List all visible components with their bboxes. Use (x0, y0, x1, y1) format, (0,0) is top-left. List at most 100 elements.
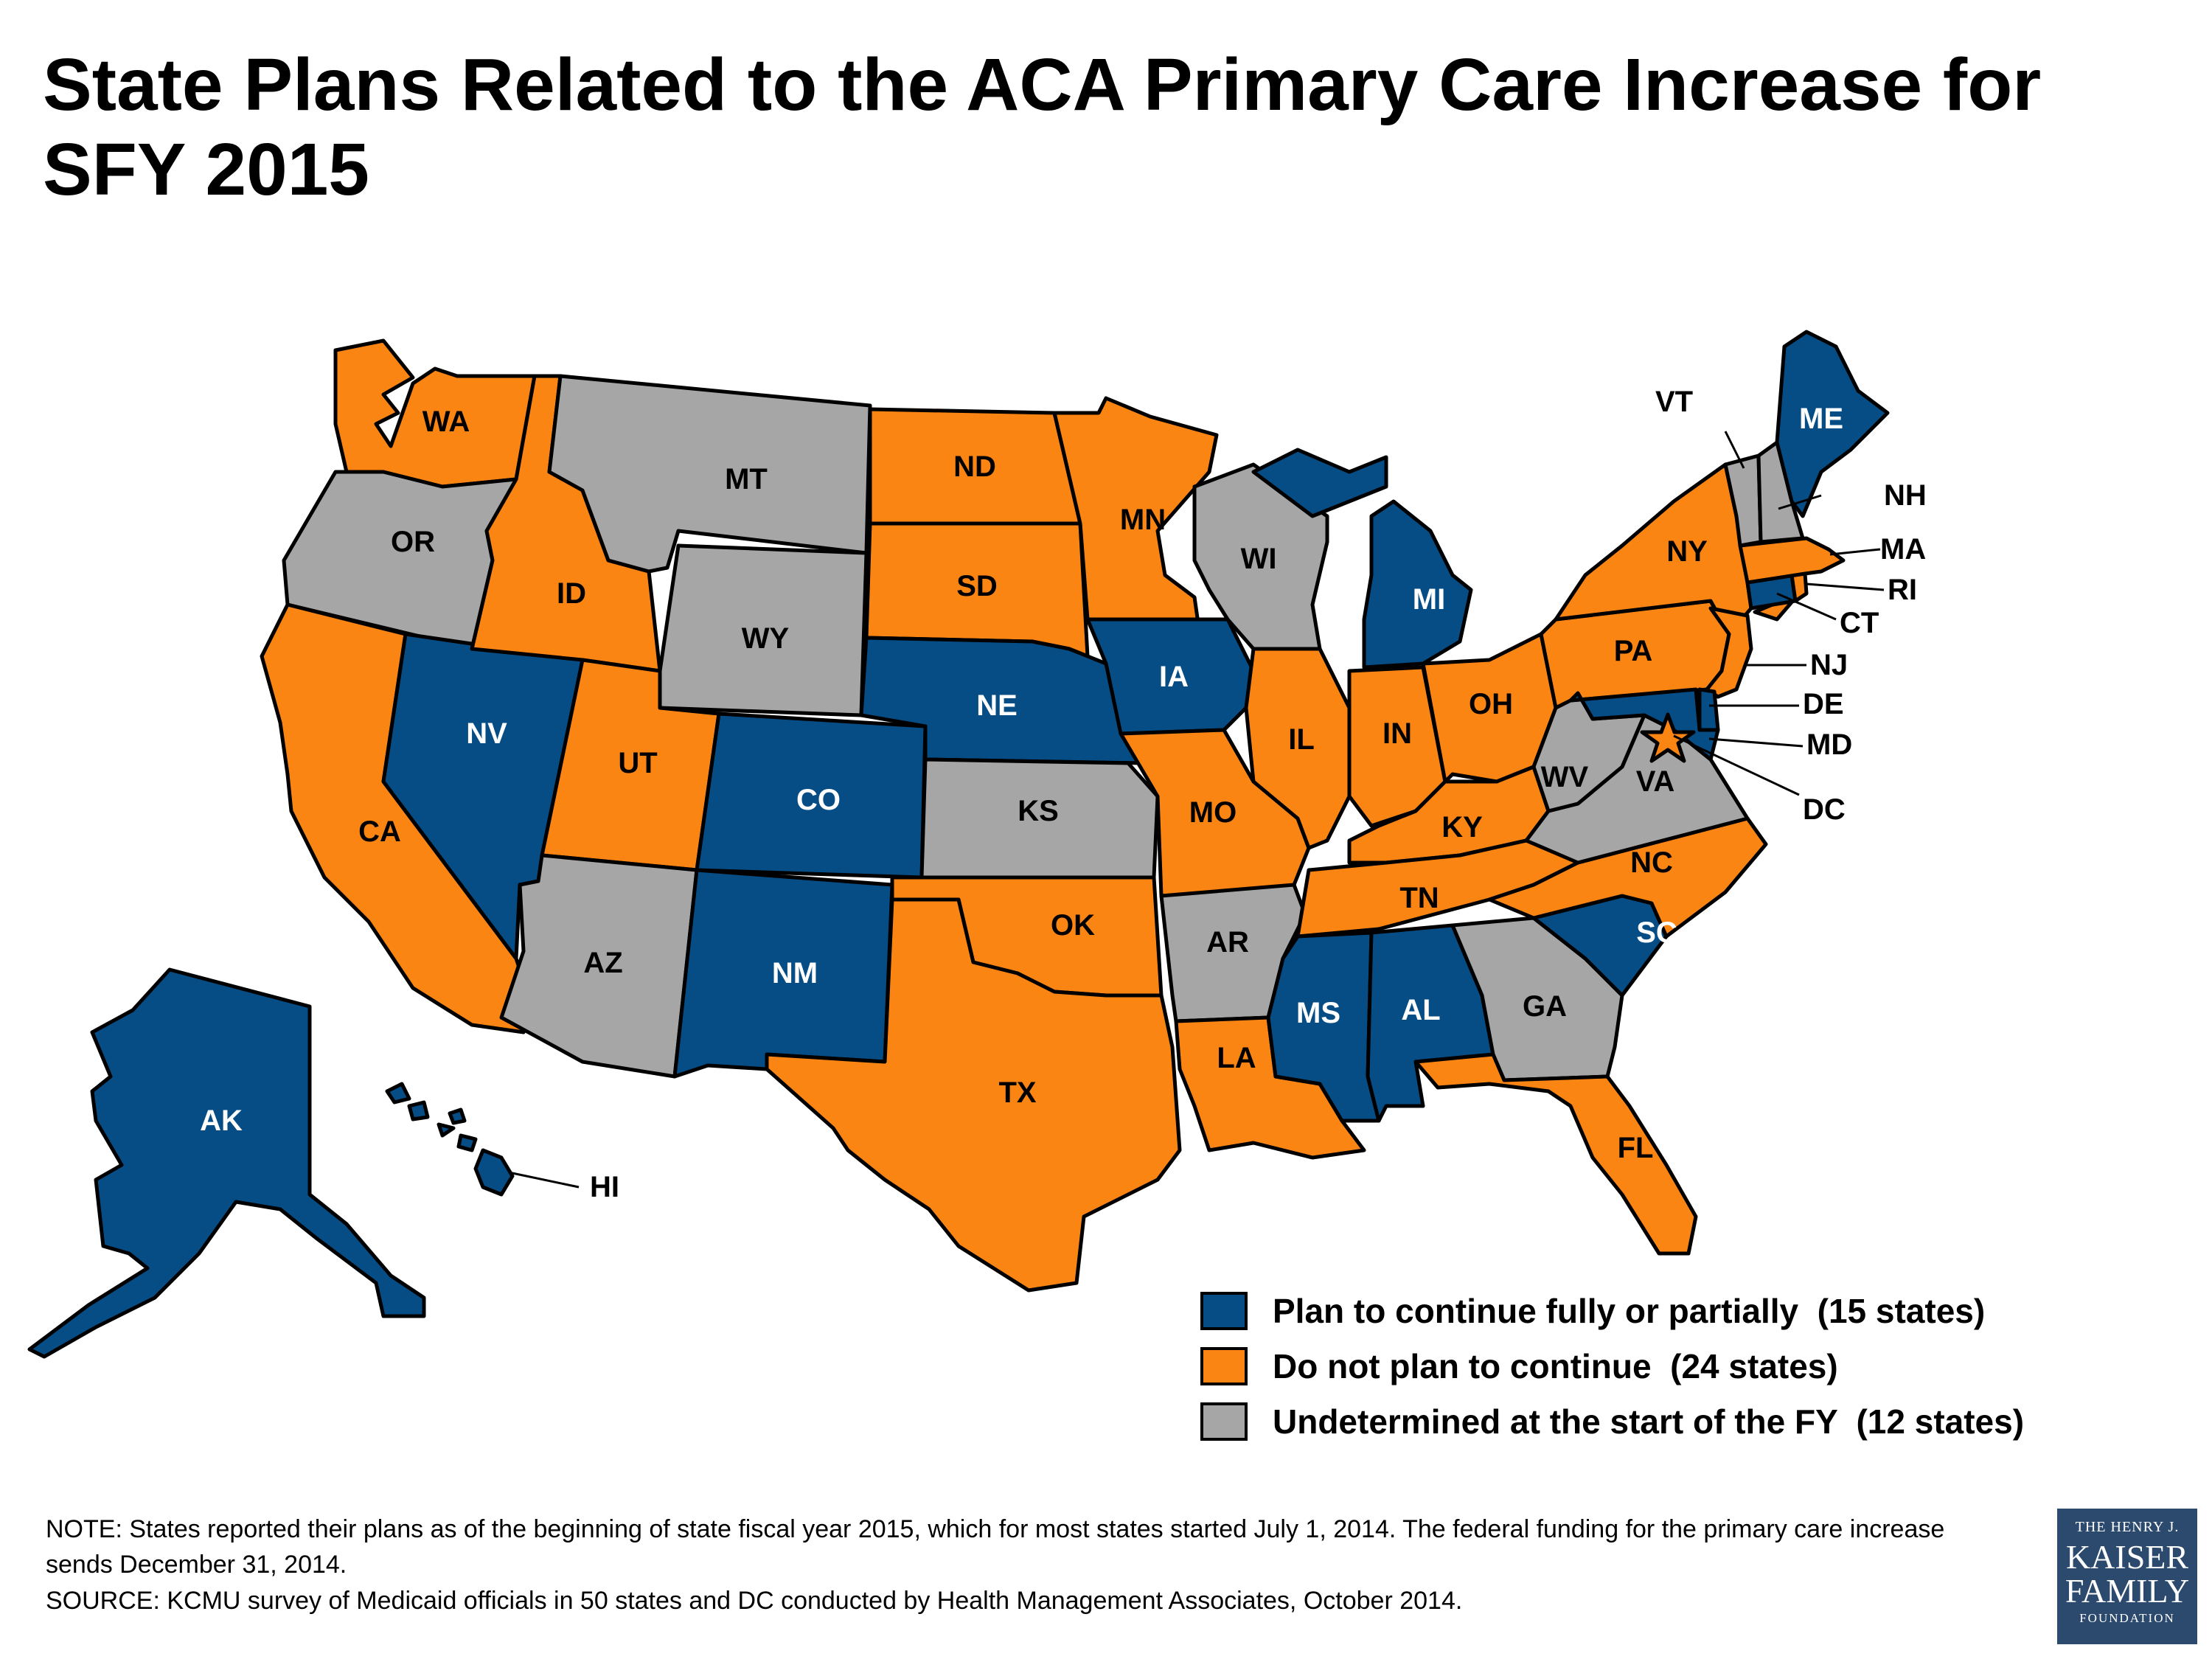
state-label-mo: MO (1189, 796, 1237, 829)
state-IL (1244, 647, 1352, 850)
state-label-hi: HI (590, 1171, 619, 1203)
leader-RI (1806, 582, 1885, 591)
state-MI (1251, 448, 1473, 669)
state-label-la: LA (1217, 1042, 1256, 1074)
leader-lines (508, 431, 1885, 1189)
legend-swatch-continue (1200, 1291, 1248, 1330)
state-label-sd: SD (956, 570, 998, 602)
leader-CT (1776, 592, 1837, 621)
state-label-pa: PA (1614, 635, 1653, 667)
state-label-wy: WY (742, 622, 790, 655)
legend-swatch-undetermined (1200, 1402, 1248, 1441)
legend-item-undetermined: Undetermined at the start of the FY (12 … (1200, 1394, 2024, 1449)
state-label-ut: UT (618, 747, 657, 779)
state-label-ak: AK (200, 1105, 243, 1137)
state-label-il: IL (1288, 723, 1315, 756)
state-label-me: ME (1799, 403, 1843, 435)
state-NH (1756, 440, 1805, 544)
logo-line-2: KAISER (2065, 1538, 2189, 1576)
state-VT (1723, 453, 1763, 548)
state-label-ca: CA (358, 815, 401, 848)
state-label-or: OR (391, 526, 435, 558)
state-label-vt: VT (1655, 386, 1693, 418)
state-label-nm: NM (772, 957, 818, 990)
leader-MD (1708, 737, 1804, 748)
state-NC (1487, 816, 1768, 939)
state-label-nd: ND (953, 451, 996, 483)
state-label-mi: MI (1413, 583, 1445, 616)
state-label-oh: OH (1469, 688, 1513, 720)
state-label-dc: DC (1803, 793, 1846, 826)
legend-item-continue: Plan to continue fully or partially (15 … (1200, 1283, 2024, 1338)
legend-label-continue: Plan to continue fully or partially (15 … (1273, 1291, 1986, 1330)
state-label-nh: NH (1884, 479, 1927, 512)
state-label-mt: MT (725, 463, 768, 495)
state-label-fl: FL (1618, 1132, 1654, 1164)
state-DE (1697, 687, 1720, 732)
state-DC (1640, 712, 1696, 763)
footnotes: NOTE: States reported their plans as of … (46, 1512, 2007, 1618)
legend-label-undetermined: Undetermined at the start of the FY (12 … (1273, 1402, 2025, 1441)
state-MO (1119, 728, 1311, 902)
state-IA (1085, 617, 1256, 736)
legend: Plan to continue fully or partially (15 … (1200, 1283, 2024, 1449)
state-label-ms: MS (1296, 997, 1340, 1029)
state-label-nj: NJ (1810, 649, 1848, 681)
state-label-ri: RI (1888, 574, 1917, 606)
leader-HI (508, 1171, 580, 1189)
state-label-co: CO (796, 784, 841, 816)
state-label-id: ID (557, 577, 586, 610)
state-label-de: DE (1803, 688, 1844, 720)
state-WY (658, 543, 869, 717)
state-label-ks: KS (1018, 795, 1059, 827)
state-label-nv: NV (466, 717, 507, 750)
state-label-wi: WI (1241, 543, 1277, 575)
legend-swatch-not-continue (1200, 1346, 1248, 1385)
state-label-ky: KY (1441, 811, 1483, 844)
state-HI (385, 1082, 515, 1197)
leader-DC (1673, 734, 1800, 796)
state-TX (765, 897, 1182, 1293)
state-label-ny: NY (1666, 535, 1708, 568)
states-layer (27, 330, 1890, 1359)
state-NJ (1705, 606, 1753, 699)
state-label-az: AZ (583, 947, 622, 979)
state-RI (1790, 571, 1809, 603)
logo-line-3: FAMILY (2065, 1572, 2190, 1610)
logo-line-4: FOUNDATION (2079, 1611, 2175, 1625)
state-label-sc: SC (1636, 917, 1677, 949)
state-label-ia: IA (1159, 661, 1189, 693)
leader-NH (1778, 494, 1822, 510)
legend-item-not-continue: Do not plan to continue (24 states) (1200, 1338, 2024, 1394)
state-ME (1775, 330, 1890, 518)
leader-MA (1829, 548, 1881, 556)
page-title: State Plans Related to the ACA Primary C… (43, 44, 2042, 211)
state-label-ne: NE (976, 689, 1018, 722)
legend-label-not-continue: Do not plan to continue (24 states) (1273, 1346, 1838, 1385)
kaiser-family-foundation-logo: THE HENRY J. KAISER FAMILY FOUNDATION (2057, 1509, 2197, 1644)
state-label-ok: OK (1051, 909, 1095, 942)
source-text: SOURCE: KCMU survey of Medicaid official… (46, 1586, 1463, 1615)
state-label-ct: CT (1840, 607, 1879, 639)
state-label-tx: TX (998, 1077, 1036, 1109)
state-label-wa: WA (422, 406, 470, 438)
note-text: NOTE: States reported their plans as of … (46, 1515, 1952, 1579)
state-label-va: VA (1636, 765, 1675, 798)
state-MA (1738, 536, 1846, 585)
state-label-in: IN (1382, 717, 1412, 750)
state-label-tn: TN (1399, 882, 1439, 914)
state-label-md: MD (1806, 728, 1852, 761)
state-label-ar: AR (1206, 926, 1249, 959)
state-label-wv: WV (1541, 761, 1589, 793)
state-labels: WA OR CA NV ID MT WY UT CO AZ NM ND SD NE KS OK TX MN IA MO… (200, 386, 1927, 1203)
state-label-al: AL (1401, 994, 1440, 1026)
state-AK (27, 967, 426, 1359)
state-KS (919, 757, 1160, 880)
state-label-mn: MN (1120, 504, 1166, 536)
state-label-ma: MA (1880, 533, 1926, 566)
state-label-ga: GA (1523, 990, 1567, 1023)
leader-VT (1724, 431, 1745, 469)
state-FL (1413, 1052, 1698, 1256)
state-label-nc: NC (1630, 846, 1673, 879)
